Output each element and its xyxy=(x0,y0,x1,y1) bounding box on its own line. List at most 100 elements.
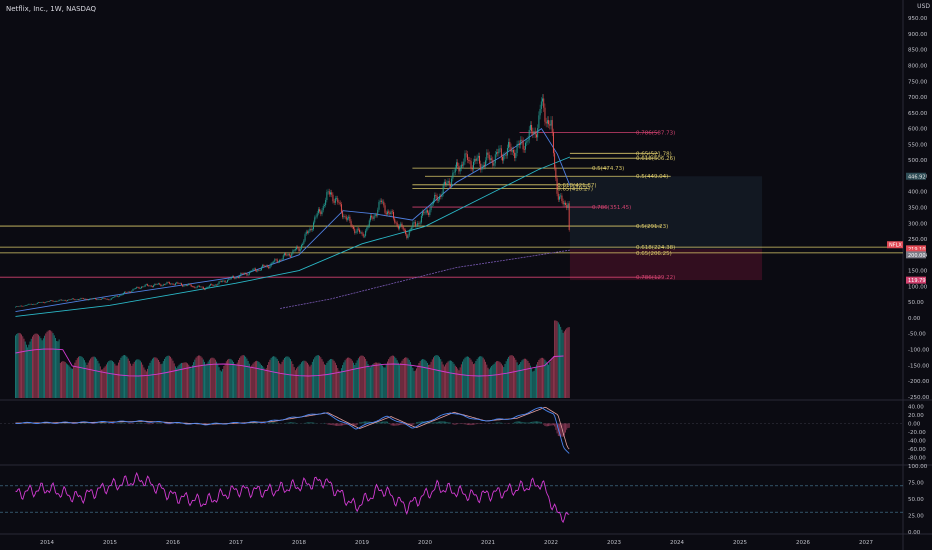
volume-bar xyxy=(160,364,162,398)
volume-bar xyxy=(142,364,144,398)
volume-bar xyxy=(411,364,413,398)
volume-bar xyxy=(176,368,178,398)
macd-hist-bar xyxy=(532,421,534,424)
candle-body xyxy=(116,295,118,297)
volume-bar xyxy=(353,362,354,398)
candle-body xyxy=(213,285,215,286)
volume-bar xyxy=(280,364,282,398)
volume-bar xyxy=(368,367,370,398)
volume-bar xyxy=(550,359,552,398)
macd-hist-bar xyxy=(519,421,520,424)
candle-body xyxy=(327,191,329,193)
macd-hist-bar xyxy=(330,423,331,425)
volume-bar xyxy=(205,364,207,398)
macd-hist-bar xyxy=(342,423,344,426)
volume-bar xyxy=(433,357,434,398)
macd-hist-bar xyxy=(440,421,442,424)
macd-hist-bar xyxy=(121,422,123,424)
candle-body xyxy=(70,299,72,300)
volume-bar xyxy=(259,363,261,398)
volume-bar xyxy=(286,356,288,398)
candle-body xyxy=(521,139,523,141)
macd-hist-bar xyxy=(120,422,122,424)
candle-body xyxy=(268,266,270,269)
volume-bar xyxy=(36,333,38,398)
candle-body xyxy=(241,273,243,274)
macd-hist-bar xyxy=(534,421,536,424)
macd-hist-bar xyxy=(337,423,339,426)
volume-bar xyxy=(351,360,353,398)
volume-bar xyxy=(57,341,59,398)
candle-body xyxy=(25,305,27,306)
volume-bar xyxy=(274,356,276,398)
volume-bar xyxy=(362,355,364,398)
volume-bar xyxy=(354,364,356,398)
volume-bar xyxy=(523,358,525,398)
candle-body xyxy=(170,283,172,285)
fib-level-label: 0.786(587.73) xyxy=(636,130,675,136)
volume-bar xyxy=(245,356,247,398)
volume-bar xyxy=(234,364,236,398)
candle-body xyxy=(356,228,358,233)
macd-hist-bar xyxy=(324,422,325,424)
price-axis-tick: -100.00 xyxy=(908,348,930,354)
volume-bar xyxy=(164,358,165,398)
volume-bar xyxy=(522,359,524,398)
price-axis-tick: 750.00 xyxy=(908,79,928,85)
candle-body xyxy=(190,284,192,287)
candle-body xyxy=(276,259,278,263)
volume-bar xyxy=(236,362,238,398)
volume-bar xyxy=(166,356,168,398)
volume-bar xyxy=(75,360,77,398)
volume-bar xyxy=(206,363,208,398)
candle-body xyxy=(402,226,404,230)
candle-body xyxy=(98,299,100,300)
candle-body xyxy=(435,194,437,197)
candle-body xyxy=(456,162,457,168)
candle-body xyxy=(322,205,324,211)
price-axis-tick: -250.00 xyxy=(908,395,930,401)
volume-bar xyxy=(485,361,487,398)
volume-bar xyxy=(382,365,384,398)
macd-hist-bar xyxy=(103,422,105,424)
volume-bar xyxy=(365,358,367,398)
candle-body xyxy=(420,215,422,223)
volume-bar xyxy=(79,356,81,398)
volume-bar xyxy=(533,370,535,398)
candle-body xyxy=(200,286,202,288)
candle-body xyxy=(326,192,328,201)
price-axis-tick: 0.00 xyxy=(908,316,921,322)
candle-body xyxy=(142,286,144,288)
candle-body xyxy=(87,299,89,301)
candle-body xyxy=(552,132,554,154)
volume-bar xyxy=(388,359,390,398)
candle-body xyxy=(67,300,69,301)
macd-hist-bar xyxy=(417,422,419,424)
volume-bar xyxy=(403,357,405,398)
volume-bar xyxy=(58,339,60,398)
volume-bar xyxy=(525,358,527,398)
volume-bar xyxy=(38,334,39,398)
macd-hist-bar xyxy=(74,423,76,425)
candle-body xyxy=(361,232,363,235)
volume-bar xyxy=(300,362,302,398)
candle-body xyxy=(162,284,164,286)
volume-bar xyxy=(182,362,184,398)
volume-bar xyxy=(407,358,409,398)
candle-body xyxy=(164,284,165,286)
candle-body xyxy=(559,196,560,200)
volume-bar xyxy=(78,356,79,398)
candle-body xyxy=(251,271,253,272)
candle-body xyxy=(47,301,49,302)
macd-hist-bar xyxy=(515,421,517,424)
candle-body xyxy=(33,303,35,305)
volume-bar xyxy=(59,362,61,398)
macd-hist-bar xyxy=(476,423,478,425)
fib-level-label: 0.618(421.87) xyxy=(557,183,596,189)
candle-body xyxy=(207,286,209,288)
candle-body xyxy=(499,148,501,150)
macd-hist-bar xyxy=(81,422,83,424)
volume-bar xyxy=(363,357,365,398)
